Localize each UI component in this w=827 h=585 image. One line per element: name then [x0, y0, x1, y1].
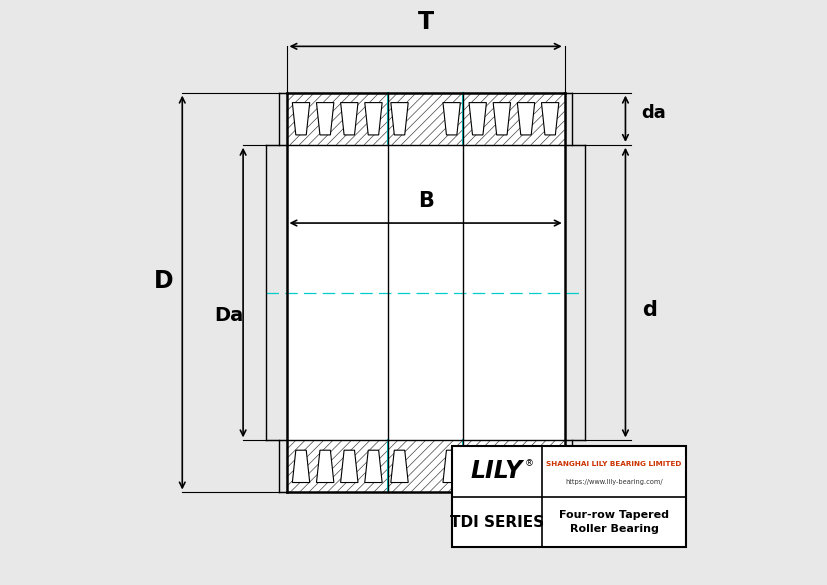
Polygon shape: [390, 102, 408, 135]
Bar: [286, 441, 564, 493]
Polygon shape: [468, 450, 485, 483]
Text: LILY: LILY: [470, 459, 523, 483]
Text: ®: ®: [524, 459, 533, 468]
Polygon shape: [365, 102, 382, 135]
Polygon shape: [316, 450, 333, 483]
Text: TDI SERIES: TDI SERIES: [449, 515, 543, 529]
Text: B: B: [417, 191, 433, 211]
Bar: [451, 446, 686, 548]
Polygon shape: [442, 450, 460, 483]
Text: https://www.lily-bearing.com/: https://www.lily-bearing.com/: [565, 479, 662, 484]
Bar: [286, 92, 564, 145]
Text: SHANGHAI LILY BEARING LIMITED: SHANGHAI LILY BEARING LIMITED: [546, 461, 681, 467]
Text: Da: Da: [213, 306, 243, 325]
Polygon shape: [365, 450, 382, 483]
Text: d: d: [641, 300, 656, 320]
Bar: [286, 145, 564, 441]
Polygon shape: [292, 102, 309, 135]
Text: Four-row Tapered
Roller Bearing: Four-row Tapered Roller Bearing: [558, 510, 668, 534]
Polygon shape: [468, 102, 485, 135]
Polygon shape: [340, 102, 357, 135]
Polygon shape: [340, 450, 357, 483]
Polygon shape: [493, 450, 510, 483]
Text: da: da: [641, 104, 666, 122]
Polygon shape: [442, 102, 460, 135]
Polygon shape: [316, 102, 333, 135]
Polygon shape: [390, 450, 408, 483]
Text: T: T: [417, 9, 433, 33]
Polygon shape: [292, 450, 309, 483]
Text: D: D: [154, 269, 174, 293]
Polygon shape: [517, 450, 534, 483]
Polygon shape: [493, 102, 510, 135]
Polygon shape: [541, 450, 558, 483]
Polygon shape: [517, 102, 534, 135]
Polygon shape: [541, 102, 558, 135]
